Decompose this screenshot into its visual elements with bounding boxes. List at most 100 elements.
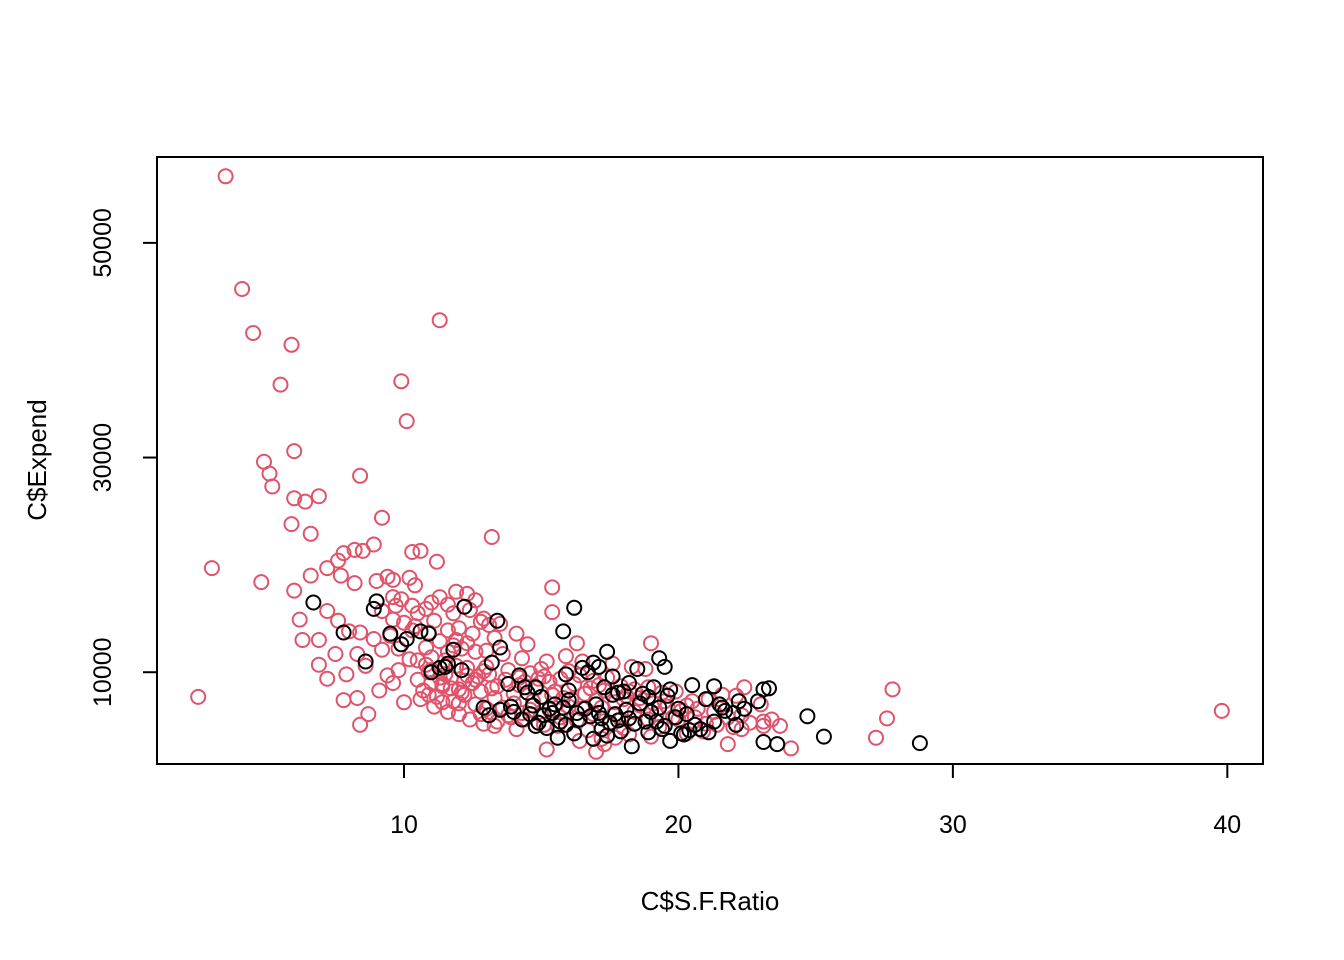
data-point	[544, 604, 561, 621]
data-point	[286, 582, 303, 599]
data-point	[610, 712, 627, 729]
data-point	[437, 658, 454, 675]
data-point	[412, 542, 429, 559]
data-point	[505, 703, 522, 720]
data-point	[439, 622, 456, 639]
data-point	[365, 600, 382, 617]
data-point	[588, 696, 605, 713]
data-point	[330, 552, 347, 569]
data-point	[319, 603, 336, 619]
data-point	[544, 579, 561, 596]
x-tick-label: 20	[665, 811, 693, 839]
data-point	[357, 657, 374, 674]
data-point	[245, 325, 262, 341]
data-point	[352, 716, 369, 733]
data-point	[407, 577, 423, 594]
data-point	[310, 632, 327, 648]
data-point	[697, 691, 714, 708]
data-point	[662, 732, 679, 749]
data-point	[420, 686, 437, 703]
data-point	[527, 717, 544, 734]
data-point	[264, 478, 281, 495]
data-point	[752, 696, 769, 713]
data-point	[769, 736, 786, 753]
data-point	[319, 670, 336, 687]
x-tick-label: 10	[390, 811, 418, 839]
data-point	[629, 661, 646, 677]
data-point	[286, 443, 303, 460]
data-point	[365, 631, 382, 647]
data-point	[371, 682, 388, 699]
data-point	[385, 571, 401, 588]
data-point	[568, 635, 585, 652]
data-point	[755, 713, 772, 730]
data-point	[352, 624, 369, 641]
y-axis-title: C$Expend	[22, 399, 52, 520]
data-point	[434, 694, 451, 711]
data-point	[459, 635, 476, 652]
data-point	[483, 529, 500, 545]
data-point	[272, 376, 289, 393]
data-point	[374, 641, 390, 658]
data-point	[656, 658, 673, 675]
data-point	[472, 613, 489, 630]
data-point	[799, 708, 816, 725]
data-point	[763, 711, 780, 728]
data-point	[555, 623, 572, 640]
data-point	[398, 631, 415, 647]
data-point	[483, 680, 500, 697]
data-point	[439, 596, 456, 613]
data-point	[374, 509, 390, 526]
data-point	[283, 516, 300, 533]
data-point	[428, 688, 445, 705]
data-point	[450, 620, 467, 637]
data-point	[706, 678, 723, 695]
data-point	[533, 688, 550, 705]
data-point	[492, 615, 509, 632]
data-point	[335, 692, 352, 709]
data-point	[815, 728, 832, 745]
data-point	[519, 636, 536, 653]
data-point	[538, 741, 555, 758]
x-tick-label: 30	[939, 811, 967, 839]
data-point	[261, 465, 278, 482]
data-point	[599, 727, 616, 744]
data-point	[203, 560, 220, 577]
data-point	[530, 670, 547, 687]
data-point	[338, 666, 355, 683]
data-point	[360, 706, 377, 723]
data-point	[393, 373, 410, 390]
data-point	[445, 641, 462, 658]
data-point	[645, 679, 662, 696]
data-point	[368, 593, 385, 610]
data-point	[684, 677, 701, 694]
data-point	[423, 594, 440, 611]
data-point	[431, 312, 448, 329]
data-point	[728, 716, 745, 733]
data-point	[557, 648, 574, 665]
data-point	[736, 679, 753, 696]
data-point	[217, 168, 234, 185]
data-point	[374, 603, 390, 619]
data-point	[368, 573, 385, 589]
data-point	[346, 575, 363, 592]
data-point	[651, 650, 668, 667]
data-point	[736, 700, 753, 717]
data-point	[879, 710, 895, 727]
x-axis-title: C$S.F.Ratio	[641, 886, 780, 916]
data-point	[755, 681, 772, 698]
data-point	[346, 541, 363, 558]
data-point	[678, 697, 695, 714]
data-point	[327, 646, 344, 662]
data-point	[621, 675, 637, 691]
data-point	[409, 652, 426, 669]
data-point	[448, 632, 465, 648]
data-point	[423, 664, 440, 681]
data-point	[673, 725, 690, 742]
data-point	[310, 488, 327, 505]
data-point	[390, 662, 407, 679]
data-point	[536, 707, 552, 724]
data-point	[234, 281, 251, 297]
data-point	[599, 643, 616, 660]
